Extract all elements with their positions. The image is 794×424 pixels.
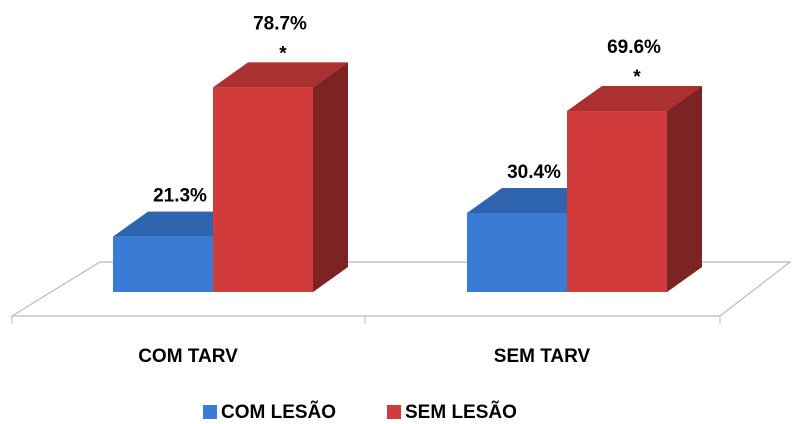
value-label: 21.3% bbox=[153, 186, 207, 207]
x-tick-label: COM TARV bbox=[138, 346, 238, 367]
bar-side-shade bbox=[667, 86, 702, 292]
legend-label: SEM LESÃO bbox=[405, 401, 517, 423]
value-label: 69.6% bbox=[607, 37, 661, 58]
bar-top-shade bbox=[567, 86, 702, 112]
bar-top-shade bbox=[213, 62, 348, 88]
annotation: * bbox=[279, 43, 287, 64]
annotation: * bbox=[633, 67, 641, 88]
x-tick-label: SEM TARV bbox=[494, 346, 591, 367]
bar-side bbox=[313, 62, 348, 292]
bar-top bbox=[567, 86, 702, 112]
legend-swatch bbox=[387, 405, 401, 419]
bar-side bbox=[667, 86, 702, 292]
bar bbox=[213, 87, 313, 292]
legend-label: COM LESÃO bbox=[221, 401, 336, 423]
bar-side-shade bbox=[313, 62, 348, 292]
value-label: 30.4% bbox=[507, 162, 561, 183]
bar bbox=[467, 212, 567, 292]
bar bbox=[113, 236, 213, 292]
bar bbox=[567, 111, 667, 292]
bar-top bbox=[213, 62, 348, 88]
legend-swatch bbox=[203, 405, 217, 419]
value-label: 78.7% bbox=[253, 13, 307, 34]
